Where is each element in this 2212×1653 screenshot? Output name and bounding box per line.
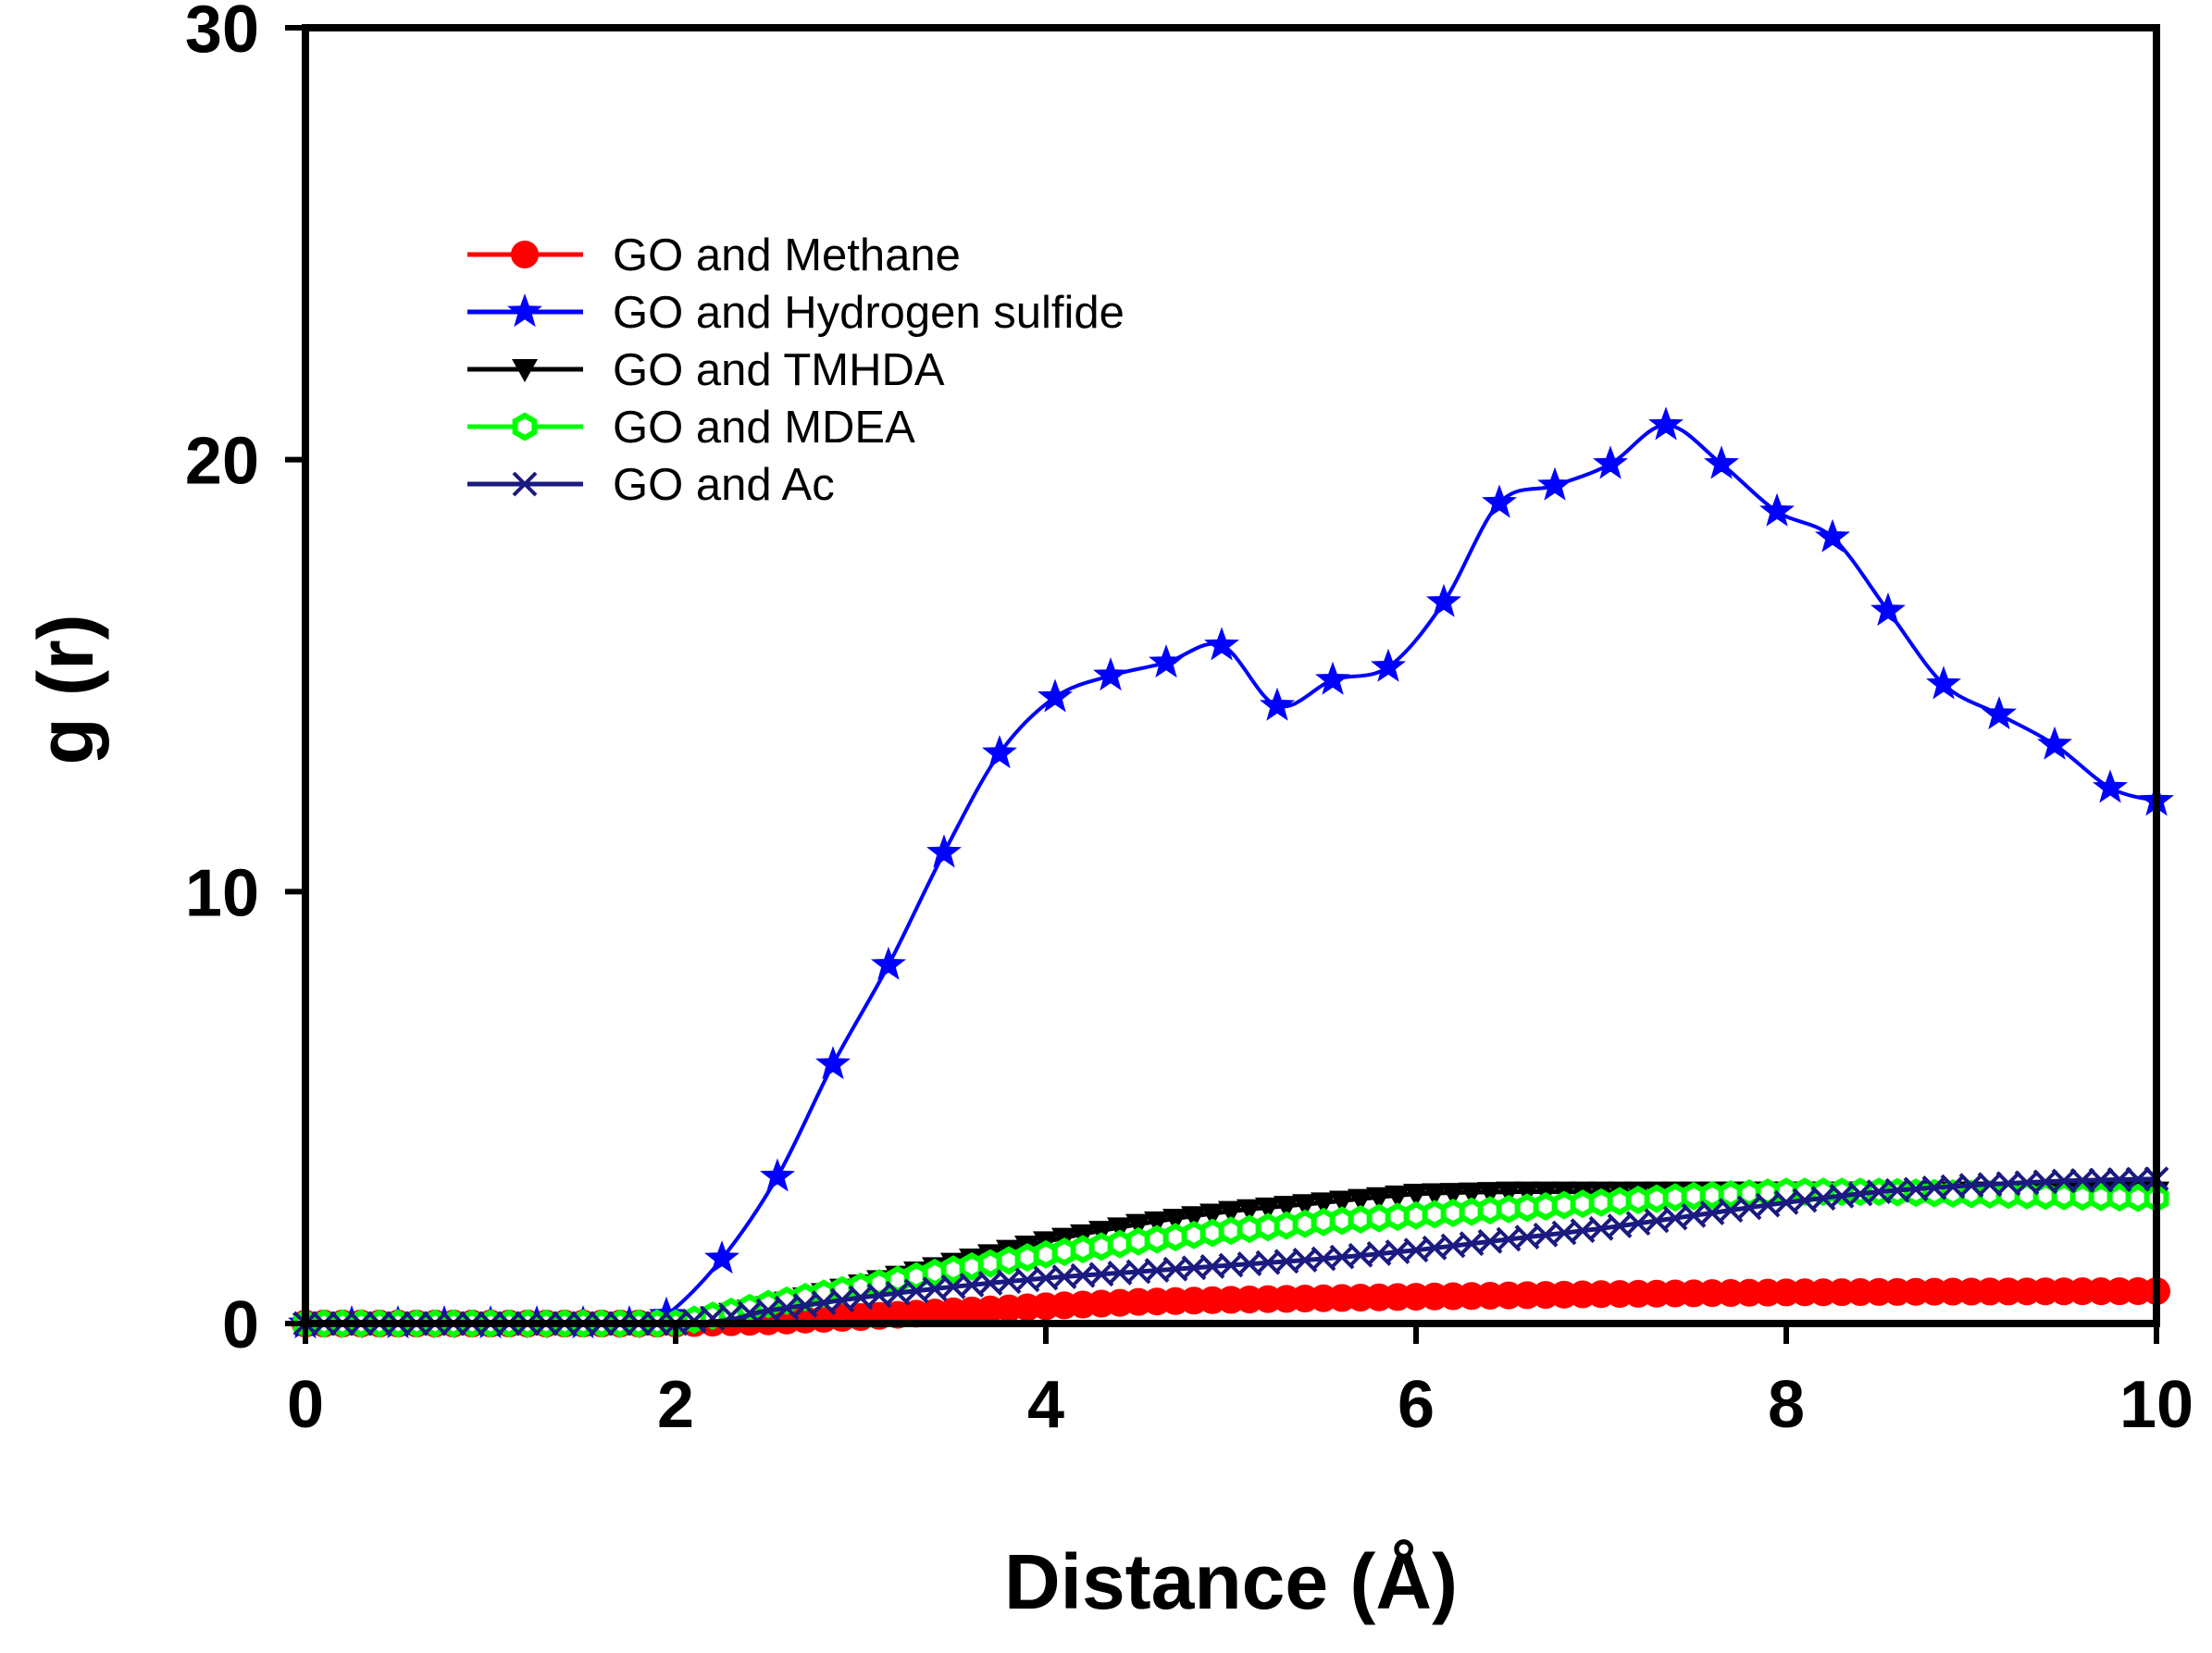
x-tick-label-2: 2 bbox=[657, 1368, 694, 1442]
point-go-and-tmhda-56 bbox=[1329, 1190, 1355, 1214]
x-axis-title: Distance (Å) bbox=[1004, 1538, 1458, 1625]
point-go-and-hydrogen-sulfide-33 bbox=[2037, 726, 2072, 760]
point-go-and-hydrogen-sulfide-30 bbox=[1870, 592, 1906, 627]
point-go-and-tmhda-50 bbox=[1218, 1200, 1244, 1224]
legend-marker-go-and-ac bbox=[512, 471, 538, 497]
point-go-and-hydrogen-sulfide-26 bbox=[1648, 406, 1684, 441]
x-tick-label-6: 6 bbox=[1398, 1368, 1435, 1442]
point-go-and-hydrogen-sulfide-22 bbox=[1426, 583, 1461, 617]
plot-frame bbox=[302, 24, 2160, 1327]
point-go-and-hydrogen-sulfide-18 bbox=[1204, 627, 1239, 661]
point-go-and-ac-98 bbox=[2106, 1167, 2132, 1193]
legend-item-go-and-hydrogen-sulfide: GO and Hydrogen sulfide bbox=[467, 288, 1125, 338]
point-go-and-hydrogen-sulfide-10 bbox=[760, 1158, 795, 1192]
point-go-and-ac-94 bbox=[2032, 1169, 2058, 1195]
point-go-and-tmhda-61 bbox=[1422, 1183, 1448, 1207]
point-go-and-tmhda-55 bbox=[1311, 1192, 1336, 1216]
axes-layer: 0 2 4 6 8 10 0 10 20 30 bbox=[185, 0, 2193, 1442]
point-go-and-hydrogen-sulfide-29 bbox=[1815, 518, 1850, 553]
y-tick-label-10: 10 bbox=[185, 856, 259, 930]
point-go-and-tmhda-58 bbox=[1366, 1187, 1392, 1211]
legend-item-go-and-ac: GO and Ac bbox=[467, 460, 835, 510]
point-go-and-tmhda-63 bbox=[1459, 1182, 1485, 1206]
legend-label-go-and-hydrogen-sulfide: GO and Hydrogen sulfide bbox=[613, 288, 1125, 338]
point-go-and-hydrogen-sulfide-15 bbox=[1038, 678, 1073, 713]
point-go-and-tmhda-60 bbox=[1403, 1184, 1429, 1207]
point-go-and-hydrogen-sulfide-31 bbox=[1926, 665, 1961, 700]
legend-label-go-and-mdea: GO and MDEA bbox=[613, 403, 915, 453]
point-go-and-hydrogen-sulfide-25 bbox=[1593, 445, 1628, 479]
point-go-and-tmhda-51 bbox=[1236, 1199, 1262, 1223]
point-go-and-tmhda-49 bbox=[1199, 1203, 1225, 1227]
point-go-and-hydrogen-sulfide-20 bbox=[1315, 661, 1350, 695]
y-axis-title: g (r) bbox=[22, 614, 109, 764]
y-tick-label-0: 0 bbox=[222, 1288, 259, 1362]
series-layer bbox=[288, 406, 2174, 1339]
legend-item-go-and-mdea: GO and MDEA bbox=[467, 403, 915, 453]
legend-marker-go-and-hydrogen-sulfide bbox=[507, 293, 542, 328]
point-go-and-ac-96 bbox=[2069, 1168, 2095, 1193]
legend-label-go-and-methane: GO and Methane bbox=[613, 230, 961, 280]
point-go-and-tmhda-57 bbox=[1348, 1188, 1373, 1212]
point-go-and-hydrogen-sulfide-23 bbox=[1482, 484, 1517, 518]
point-go-and-tmhda-52 bbox=[1255, 1197, 1281, 1221]
point-go-and-tmhda-59 bbox=[1385, 1185, 1410, 1209]
point-go-and-ac-97 bbox=[2088, 1167, 2114, 1193]
x-tick-label-4: 4 bbox=[1027, 1368, 1064, 1442]
point-go-and-hydrogen-sulfide-12 bbox=[871, 946, 906, 980]
point-go-and-hydrogen-sulfide-27 bbox=[1704, 445, 1739, 479]
point-go-and-hydrogen-sulfide-14 bbox=[982, 735, 1017, 769]
y-tick-label-20: 20 bbox=[185, 425, 259, 499]
point-go-and-ac-93 bbox=[2014, 1170, 2040, 1196]
point-go-and-tmhda-45 bbox=[1125, 1213, 1151, 1237]
point-go-and-hydrogen-sulfide-32 bbox=[1982, 696, 2017, 730]
point-go-and-hydrogen-sulfide-13 bbox=[926, 834, 962, 868]
point-go-and-ac-91 bbox=[1977, 1172, 2003, 1198]
point-go-and-hydrogen-sulfide-28 bbox=[1759, 492, 1795, 527]
point-go-and-ac-90 bbox=[1958, 1173, 1984, 1199]
legend-marker-go-and-methane bbox=[511, 241, 539, 268]
point-go-and-tmhda-66 bbox=[1514, 1181, 1540, 1205]
point-go-and-tmhda-64 bbox=[1477, 1182, 1503, 1206]
point-go-and-ac-99 bbox=[2125, 1166, 2151, 1192]
x-tick-label-10: 10 bbox=[2119, 1368, 2193, 1442]
point-go-and-ac-95 bbox=[2051, 1168, 2077, 1194]
point-go-and-hydrogen-sulfide-16 bbox=[1093, 657, 1128, 691]
point-go-and-ac-92 bbox=[1995, 1171, 2021, 1197]
point-go-and-hydrogen-sulfide-11 bbox=[815, 1046, 851, 1080]
legend-marker-go-and-tmhda bbox=[512, 359, 538, 382]
point-go-and-tmhda-47 bbox=[1162, 1209, 1188, 1233]
x-tick-label-0: 0 bbox=[287, 1368, 324, 1442]
legend-item-go-and-methane: GO and Methane bbox=[467, 230, 961, 280]
point-go-and-hydrogen-sulfide-17 bbox=[1149, 644, 1184, 678]
legend-marker-go-and-mdea bbox=[512, 412, 538, 441]
legend-label-go-and-ac: GO and Ac bbox=[613, 460, 835, 510]
point-go-and-tmhda-48 bbox=[1181, 1206, 1207, 1230]
point-go-and-tmhda-65 bbox=[1496, 1181, 1522, 1205]
point-go-and-hydrogen-sulfide-9 bbox=[704, 1240, 739, 1274]
point-go-and-tmhda-62 bbox=[1440, 1183, 1466, 1207]
point-go-and-hydrogen-sulfide-21 bbox=[1371, 648, 1406, 682]
legend-item-go-and-tmhda: GO and TMHDA bbox=[467, 345, 945, 395]
legend-label-go-and-tmhda: GO and TMHDA bbox=[613, 345, 945, 395]
point-go-and-hydrogen-sulfide-34 bbox=[2093, 769, 2128, 803]
point-go-and-tmhda-54 bbox=[1292, 1194, 1318, 1218]
point-go-and-hydrogen-sulfide-24 bbox=[1537, 466, 1572, 501]
x-tick-label-8: 8 bbox=[1768, 1368, 1805, 1442]
point-go-and-tmhda-44 bbox=[1107, 1217, 1133, 1241]
point-go-and-tmhda-46 bbox=[1144, 1211, 1170, 1235]
point-go-and-tmhda-53 bbox=[1274, 1196, 1299, 1220]
y-tick-label-30: 30 bbox=[185, 0, 259, 67]
legend: GO and Methane GO and Hydrogen sulfide GO … bbox=[467, 230, 1125, 510]
point-go-and-hydrogen-sulfide-19 bbox=[1260, 687, 1295, 721]
